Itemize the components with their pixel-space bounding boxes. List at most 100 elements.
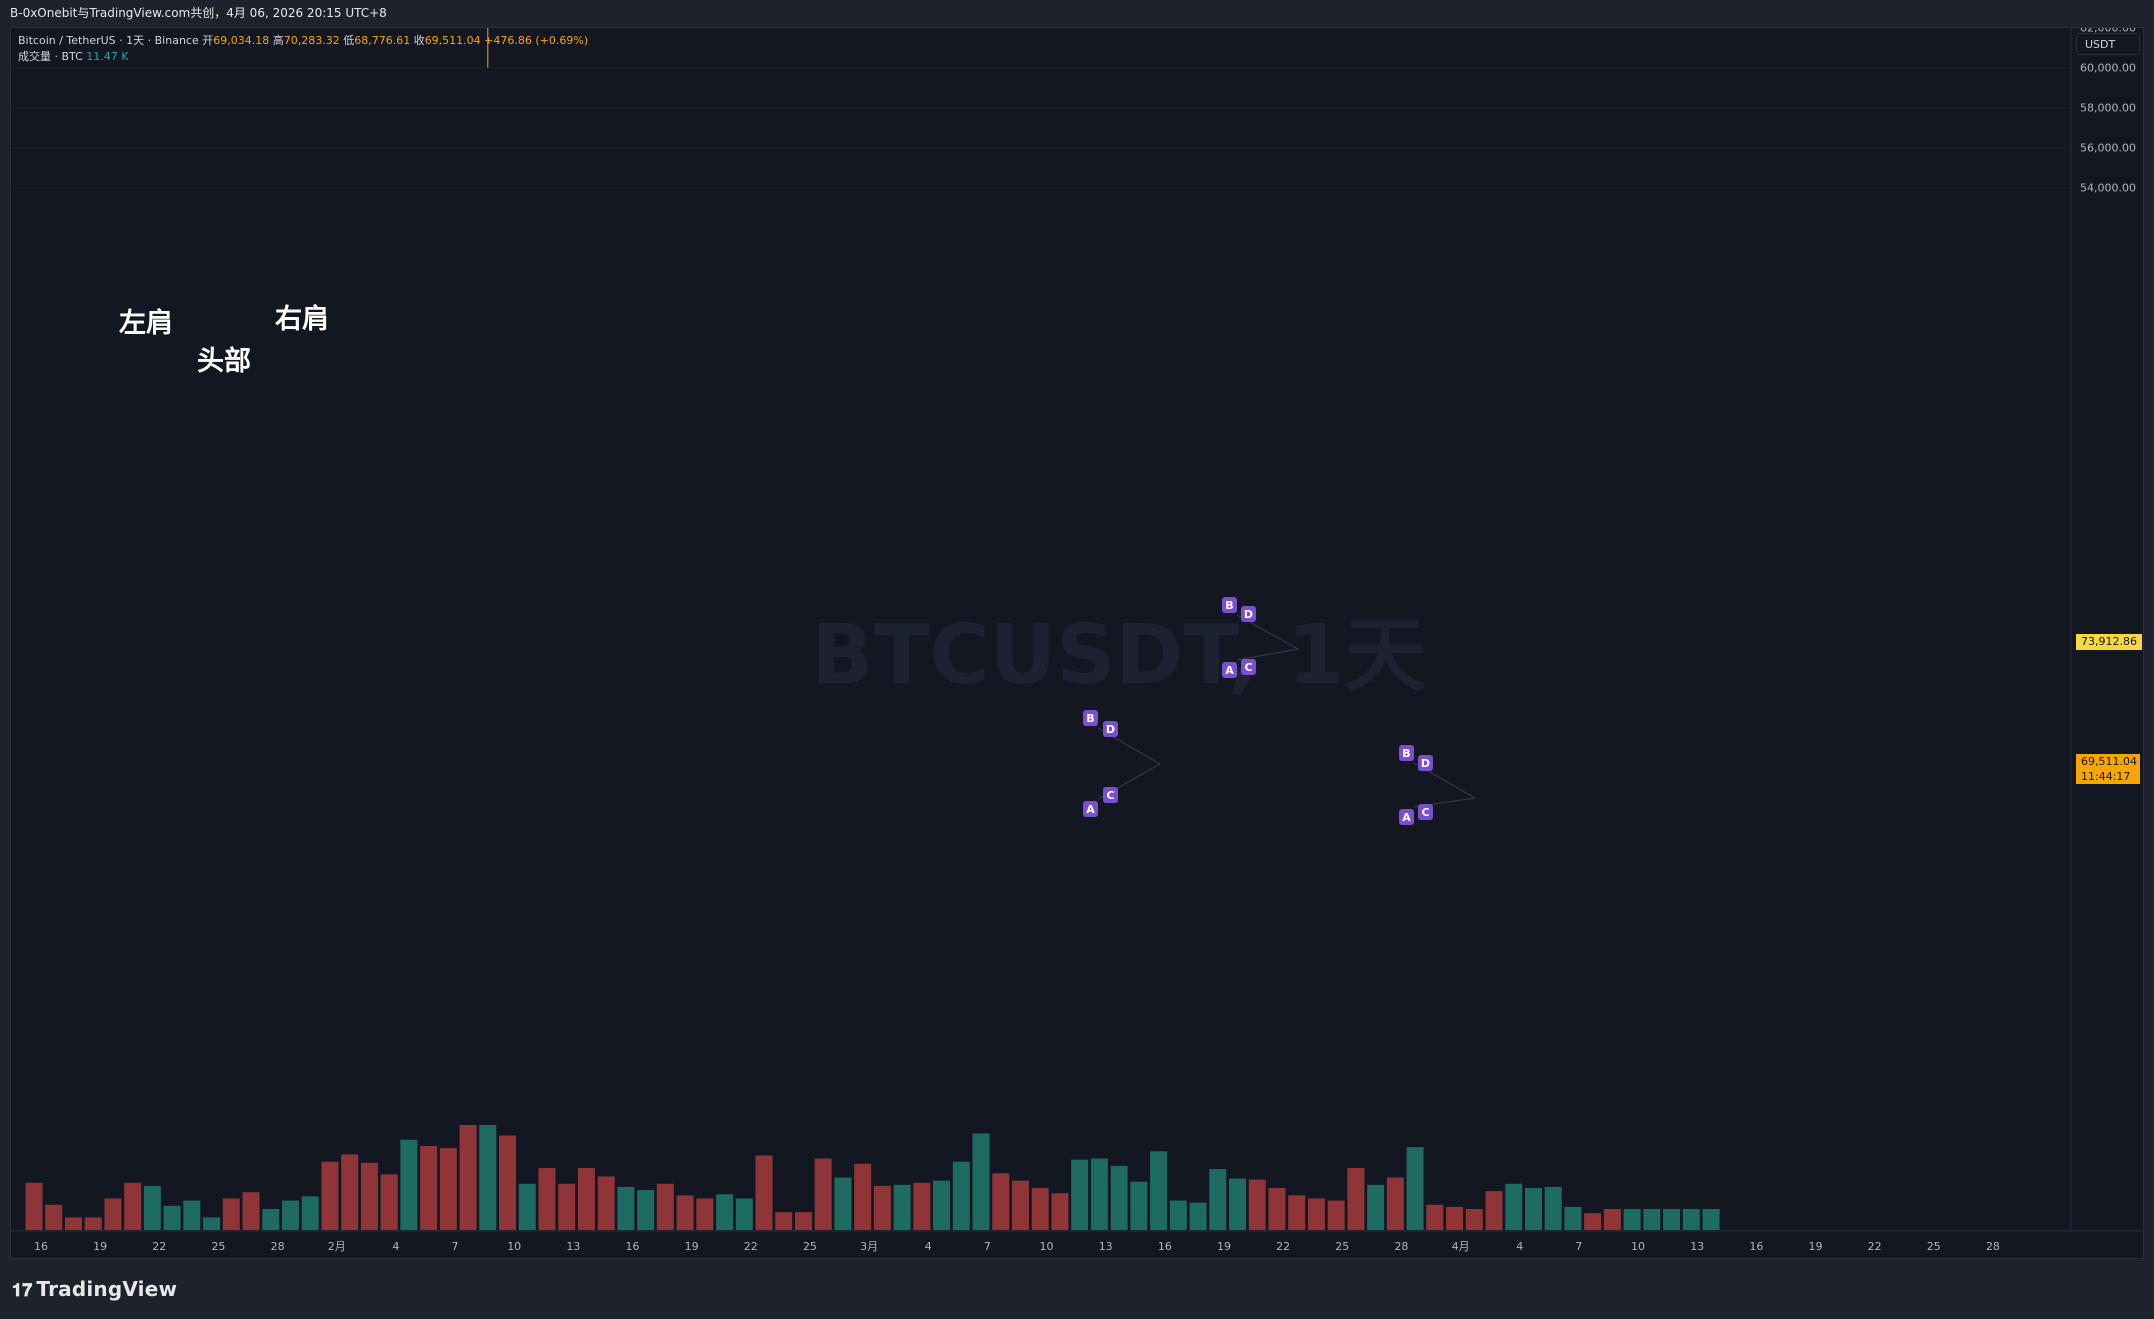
volume-bar xyxy=(775,1212,793,1230)
volume-bar xyxy=(459,1125,477,1230)
pattern-marker-badge[interactable] xyxy=(1241,659,1256,675)
time-tick-label: 28 xyxy=(1986,1240,2000,1253)
time-tick-label: 19 xyxy=(1809,1240,1823,1253)
time-tick-label: 4 xyxy=(392,1240,399,1253)
volume-legend: 成交量 · BTC 11.47 K xyxy=(18,49,588,65)
volume-bar xyxy=(676,1195,694,1230)
tradingview-logo[interactable]: 𝟏𝟕 TradingView xyxy=(12,1277,177,1301)
volume-bar xyxy=(854,1163,872,1230)
time-tick-label: 25 xyxy=(211,1240,225,1253)
time-tick-label: 7 xyxy=(984,1240,991,1253)
open-value: 69,034.18 xyxy=(213,34,270,47)
volume-bar xyxy=(1702,1209,1720,1230)
volume-bar xyxy=(321,1161,339,1230)
time-tick-label: 19 xyxy=(93,1240,107,1253)
close-value: 69,511.04 xyxy=(424,34,481,47)
volume-bar xyxy=(1110,1165,1128,1230)
time-tick-label: 28 xyxy=(271,1240,285,1253)
time-tick-label: 28 xyxy=(1394,1240,1408,1253)
price-tick-label: 54,000.00 xyxy=(2080,182,2136,195)
volume-bar xyxy=(1564,1206,1582,1230)
volume-bar xyxy=(1603,1209,1621,1230)
chart-pane[interactable]: BTCUSDT, 1天94,000.0092,000.0090,000.0088… xyxy=(10,27,2144,1259)
pattern-marker-badge[interactable] xyxy=(1222,597,1237,613)
volume-value: 11.47 K xyxy=(86,50,129,63)
volume-bar xyxy=(262,1209,280,1230)
bar-countdown: 11:44:17 xyxy=(2081,770,2131,783)
time-tick-label: 16 xyxy=(626,1240,640,1253)
volume-bar xyxy=(1268,1188,1286,1230)
volume-bar xyxy=(1327,1200,1345,1230)
volume-bar xyxy=(242,1192,260,1230)
pattern-marker-label: B xyxy=(1225,599,1233,612)
pattern-marker-badge[interactable] xyxy=(1083,801,1098,817)
volume-bar xyxy=(1071,1159,1089,1230)
time-tick-label: 13 xyxy=(1099,1240,1113,1253)
volume-bar xyxy=(1426,1204,1444,1230)
symbol-description[interactable]: Bitcoin / TetherUS · 1天 · Binance xyxy=(18,34,199,47)
time-tick-label: 22 xyxy=(152,1240,166,1253)
price-tick-label: 56,000.00 xyxy=(2080,142,2136,155)
price-chart[interactable]: BTCUSDT, 1天94,000.0092,000.0090,000.0088… xyxy=(11,28,2143,1258)
volume-bar xyxy=(1465,1209,1483,1230)
pattern-marker-label: C xyxy=(1106,789,1114,802)
pattern-marker-badge[interactable] xyxy=(1399,809,1414,825)
volume-bar xyxy=(992,1173,1010,1230)
resistance-price-tag: 73,912.86 xyxy=(2076,634,2142,650)
pattern-marker-badge[interactable] xyxy=(1083,710,1098,726)
volume-label[interactable]: 成交量 · BTC xyxy=(18,50,83,63)
time-tick-label: 13 xyxy=(1690,1240,1704,1253)
pattern-marker-badge[interactable] xyxy=(1103,721,1118,737)
time-tick-label: 25 xyxy=(1927,1240,1941,1253)
volume-bar xyxy=(834,1177,852,1230)
pattern-marker-badge[interactable] xyxy=(1399,745,1414,761)
volume-bar xyxy=(597,1176,615,1230)
last-price-value: 69,511.04 xyxy=(2081,755,2137,768)
right-shoulder-label: 右肩 xyxy=(275,303,329,335)
volume-bar xyxy=(1524,1188,1542,1230)
currency-button[interactable]: USDT xyxy=(2076,33,2140,55)
time-tick-label: 22 xyxy=(744,1240,758,1253)
volume-bar xyxy=(814,1158,832,1230)
volume-bar xyxy=(1406,1147,1424,1230)
volume-bar xyxy=(143,1185,161,1230)
volume-bar xyxy=(972,1133,990,1230)
volume-bar xyxy=(1090,1158,1108,1230)
time-tick-label: 10 xyxy=(1631,1240,1645,1253)
volume-bar xyxy=(281,1200,299,1230)
time-tick-label: 2月 xyxy=(328,1240,346,1253)
brand-name: TradingView xyxy=(36,1277,178,1301)
volume-bar xyxy=(1544,1186,1562,1230)
change-value: +476.86 (+0.69%) xyxy=(484,34,589,47)
pattern-marker-badge[interactable] xyxy=(1222,662,1237,678)
volume-bar xyxy=(1584,1213,1602,1230)
volume-bar xyxy=(341,1154,359,1230)
volume-bar xyxy=(124,1182,142,1230)
time-tick-label: 22 xyxy=(1276,1240,1290,1253)
pattern-marker-badge[interactable] xyxy=(1241,606,1256,622)
volume-bar xyxy=(518,1183,536,1230)
chart-legend: Bitcoin / TetherUS · 1天 · Binance 开69,03… xyxy=(18,33,588,65)
volume-bar xyxy=(222,1198,240,1230)
volume-bar xyxy=(1307,1198,1325,1230)
volume-bar xyxy=(1150,1151,1168,1230)
price-tick-label: 58,000.00 xyxy=(2080,102,2136,115)
tradingview-logo-icon: 𝟏𝟕 xyxy=(12,1280,33,1301)
volume-bar xyxy=(1485,1191,1503,1230)
volume-bar xyxy=(64,1217,82,1230)
volume-bar xyxy=(1209,1169,1227,1230)
volume-bar xyxy=(1229,1178,1247,1230)
pattern-marker-label: D xyxy=(1421,757,1430,770)
volume-bar xyxy=(420,1146,438,1230)
volume-bar xyxy=(400,1139,418,1230)
time-tick-label: 3月 xyxy=(860,1240,878,1253)
volume-bar xyxy=(380,1174,398,1230)
pattern-marker-badge[interactable] xyxy=(1418,804,1433,820)
volume-bar xyxy=(1169,1200,1187,1230)
low-label: 低 xyxy=(343,34,355,47)
time-tick-label: 16 xyxy=(1749,1240,1763,1253)
pattern-marker-badge[interactable] xyxy=(1103,787,1118,803)
volume-bar xyxy=(933,1180,951,1230)
volume-bar xyxy=(735,1198,753,1230)
pattern-marker-badge[interactable] xyxy=(1418,755,1433,771)
